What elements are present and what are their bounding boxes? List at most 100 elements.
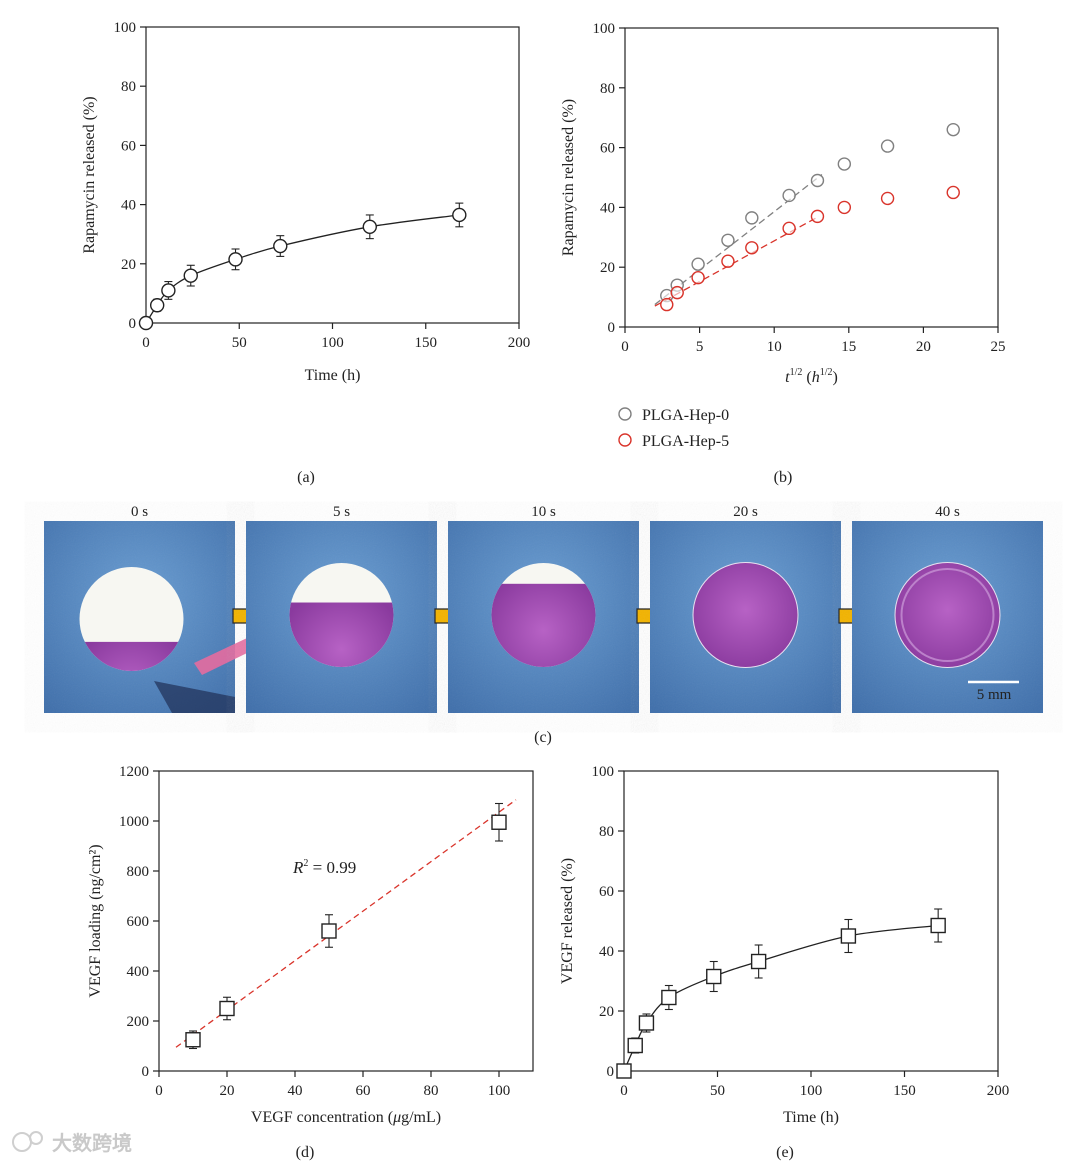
panel-b-xlabel-part-5: ) [833,369,838,386]
photo-frame-0-pipette-shadow [154,681,235,713]
panel-e-ytick-label-1: 20 [599,1004,614,1020]
panel-b-xtick-label-2: 10 [767,339,782,355]
panel-a-ytick-label-3: 60 [121,138,136,154]
photo-frame-0 [44,521,284,713]
panel-e-point-3 [661,989,677,1006]
legend-marker-plga-hep-0 [618,407,632,421]
panel-b-xtick-label-4: 20 [916,339,931,355]
panel-d-ytick-label-3: 600 [127,914,150,930]
panel-e-ytick-label-0: 0 [607,1064,615,1080]
panel-b-xtick-label-1: 5 [696,339,704,355]
panel-b-series-0-point-5 [782,188,796,203]
watermark-text: 大数跨境 [52,1131,132,1155]
panel-d-xlabel-part-2: g/mL) [401,1109,441,1126]
panel-e-xtick-label-3: 150 [893,1083,916,1099]
photo-frame-3 [650,521,841,713]
panel-e-point-1 [627,1037,643,1054]
panel-a-point-2 [161,283,176,298]
panel-b-series-1-point-9 [946,185,960,200]
panel-d-xtick-label-4: 80 [424,1083,439,1099]
panel-a-ytick-label-5: 100 [114,20,137,36]
panel-b-ylabel: Rapamycin released (%) [560,99,577,256]
panel-c-caption: (c) [534,729,552,746]
panel-d-r2-annotation: R2 = 0.99 [292,858,356,877]
panel-d-xtick-label-3: 60 [356,1083,371,1099]
panel-b-ytick-label-1: 20 [600,260,615,276]
panel-b-series-1-point-3 [721,254,735,268]
panel-a-ytick-label-4: 80 [121,79,136,95]
panel-b-ytick-label-2: 40 [600,200,615,216]
panel-e-ytick-label-5: 100 [592,764,615,780]
photo-frame-2-time-label: 10 s [531,504,556,520]
panel-b-series-1-point-4 [745,241,759,255]
panel-b-xtick-label-0: 0 [621,339,629,355]
panel-e-point-7 [930,917,946,934]
panel-e-xtick-label-4: 200 [987,1083,1010,1099]
panel-b-series-0-point-7 [837,157,852,171]
panel-d-xlabel-part-0: VEGF concentration ( [251,1109,393,1126]
panel-d-ytick-label-1: 200 [127,1014,150,1030]
panel-d-axes-frame [158,770,534,1072]
panel-d-ytick-label-5: 1000 [119,814,149,830]
legend-marker-plga-hep-5 [618,433,632,447]
photo-frame-3-gel-fill [693,563,798,667]
panel-d-xtick-label-2: 40 [288,1083,303,1099]
panel-a-xtick-label-4: 200 [508,335,531,351]
panel-b-series-0-point-9 [946,122,960,137]
panel-d-xtick-label-0: 0 [155,1083,163,1099]
panel-a-point-3 [183,268,198,283]
panel-b-xlabel: t1/2 (h1/2) [785,367,838,386]
panel-b-series-0-point-8 [880,139,895,153]
watermark-logo-icon-2 [29,1131,43,1145]
panel-b-xlabel-part-2: ( [802,369,811,386]
panel-e-xtick-label-2: 100 [800,1083,823,1099]
panel-e-caption: (e) [776,1144,794,1161]
panel-a-xtick-label-0: 0 [142,335,150,351]
panel-b-series-0-point-6 [810,173,825,188]
panel-b-series-1-point-2 [691,270,705,285]
panel-b-series-1-point-7 [837,200,852,215]
panel-d-caption: (d) [296,1144,315,1161]
panel-b-axes-frame [624,27,999,328]
panel-c-photo-strip: 0 s 5 s 10 s 20 s 40 s 5 mm [44,504,1043,713]
panel-e-xtick-label-1: 50 [710,1083,725,1099]
panel-a-point-4 [228,252,243,267]
panel-a-xtick-label-3: 150 [415,335,438,351]
watermark-logo-icon [12,1132,32,1152]
panel-d-ytick-label-4: 800 [127,864,150,880]
legend-label-plga-hep-5: PLGA-Hep-5 [642,433,729,450]
panel-a-ytick-label-0: 0 [129,316,137,332]
panel-b-ytick-label-0: 0 [608,320,616,336]
panel-e-point-2 [638,1015,655,1031]
panel-d-r2-part-2: = 0.99 [308,858,356,877]
panel-d-r2-part-1: 2 [303,858,308,869]
panel-d-ytick-label-0: 0 [142,1064,150,1080]
photo-frame-4 [852,521,1043,713]
panel-a-chart: 0 50 100 150 200 0 20 40 60 80 100 Time (h) Rapamyci… [81,20,530,384]
panel-d-r2-part-0: R [292,858,304,877]
panel-b-series-1-point-0 [660,297,674,312]
panel-d-point-1 [219,1000,235,1017]
panel-b-series-1-point-5 [782,221,796,236]
photo-frame-2-gel-fill [491,583,596,667]
photo-frame-4-gel-rim [900,568,995,662]
photo-frame-2 [448,521,639,713]
panel-e-xtick-label-0: 0 [620,1083,628,1099]
panel-b-series-0-point-4 [745,211,759,225]
panel-b-series-1-point-8 [880,191,895,206]
panel-b-ytick-label-5: 100 [593,21,616,37]
panel-e-ytick-label-4: 80 [599,824,614,840]
panel-b-xlabel-part-0: t [785,369,790,386]
panel-d-xlabel: VEGF concentration (μg/mL) [251,1109,441,1126]
legend-label-plga-hep-0: PLGA-Hep-0 [642,407,729,424]
photo-frame-3-time-label: 20 s [733,504,758,520]
panel-b-series-1-point-1 [670,285,684,300]
panel-b-xlabel-part-1: 1/2 [790,367,803,378]
panel-a-xtick-label-1: 50 [232,335,247,351]
photo-frame-4-time-label: 40 s [935,504,960,520]
panel-a-axes-frame [145,26,520,324]
panel-e-ytick-label-2: 40 [599,944,614,960]
